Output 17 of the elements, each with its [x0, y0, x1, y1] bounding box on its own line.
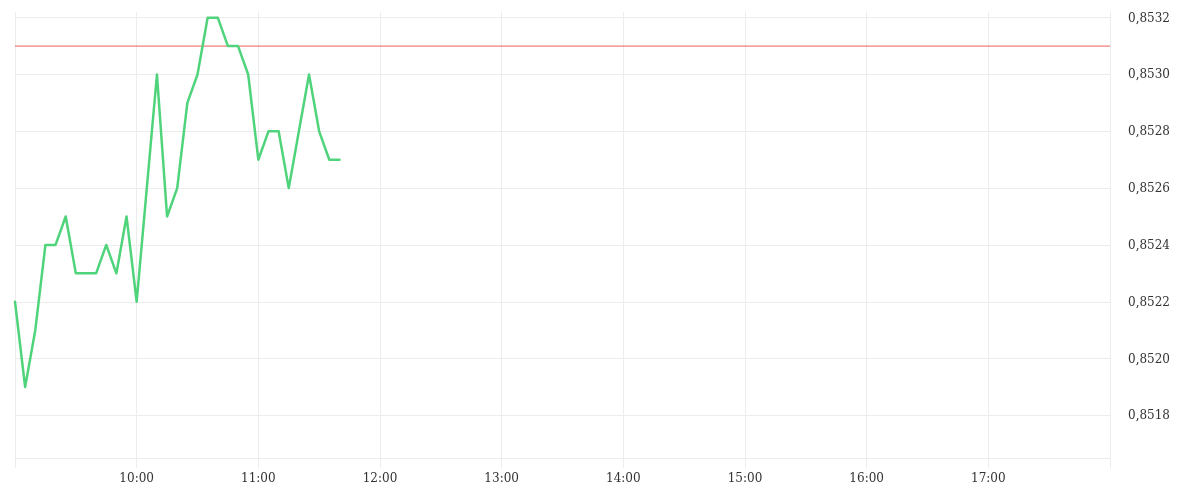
x-tick-label: 12:00: [362, 471, 398, 485]
x-tick-label: 15:00: [727, 471, 763, 485]
line-series: [13, 16, 341, 389]
y-tick-label: 0,8532: [1128, 10, 1170, 25]
x-tick-label: 14:00: [606, 471, 641, 485]
x-tick-label: 10:00: [119, 471, 154, 485]
x-tick-label: 11:00: [241, 471, 276, 485]
x-tick-label: 17:00: [971, 471, 1006, 485]
y-tick-label: 0,8530: [1128, 67, 1170, 82]
x-tick-label: 13:00: [484, 471, 519, 485]
y-tick-label: 0,8526: [1128, 181, 1170, 196]
x-tick-label: 16:00: [849, 471, 884, 485]
y-tick-label: 0,8528: [1128, 124, 1170, 139]
y-tick-label: 0,8522: [1128, 294, 1170, 309]
y-tick-label: 0,8518: [1128, 408, 1170, 423]
y-tick-label: 0,8520: [1128, 351, 1170, 366]
y-tick-label: 0,8524: [1128, 237, 1171, 252]
